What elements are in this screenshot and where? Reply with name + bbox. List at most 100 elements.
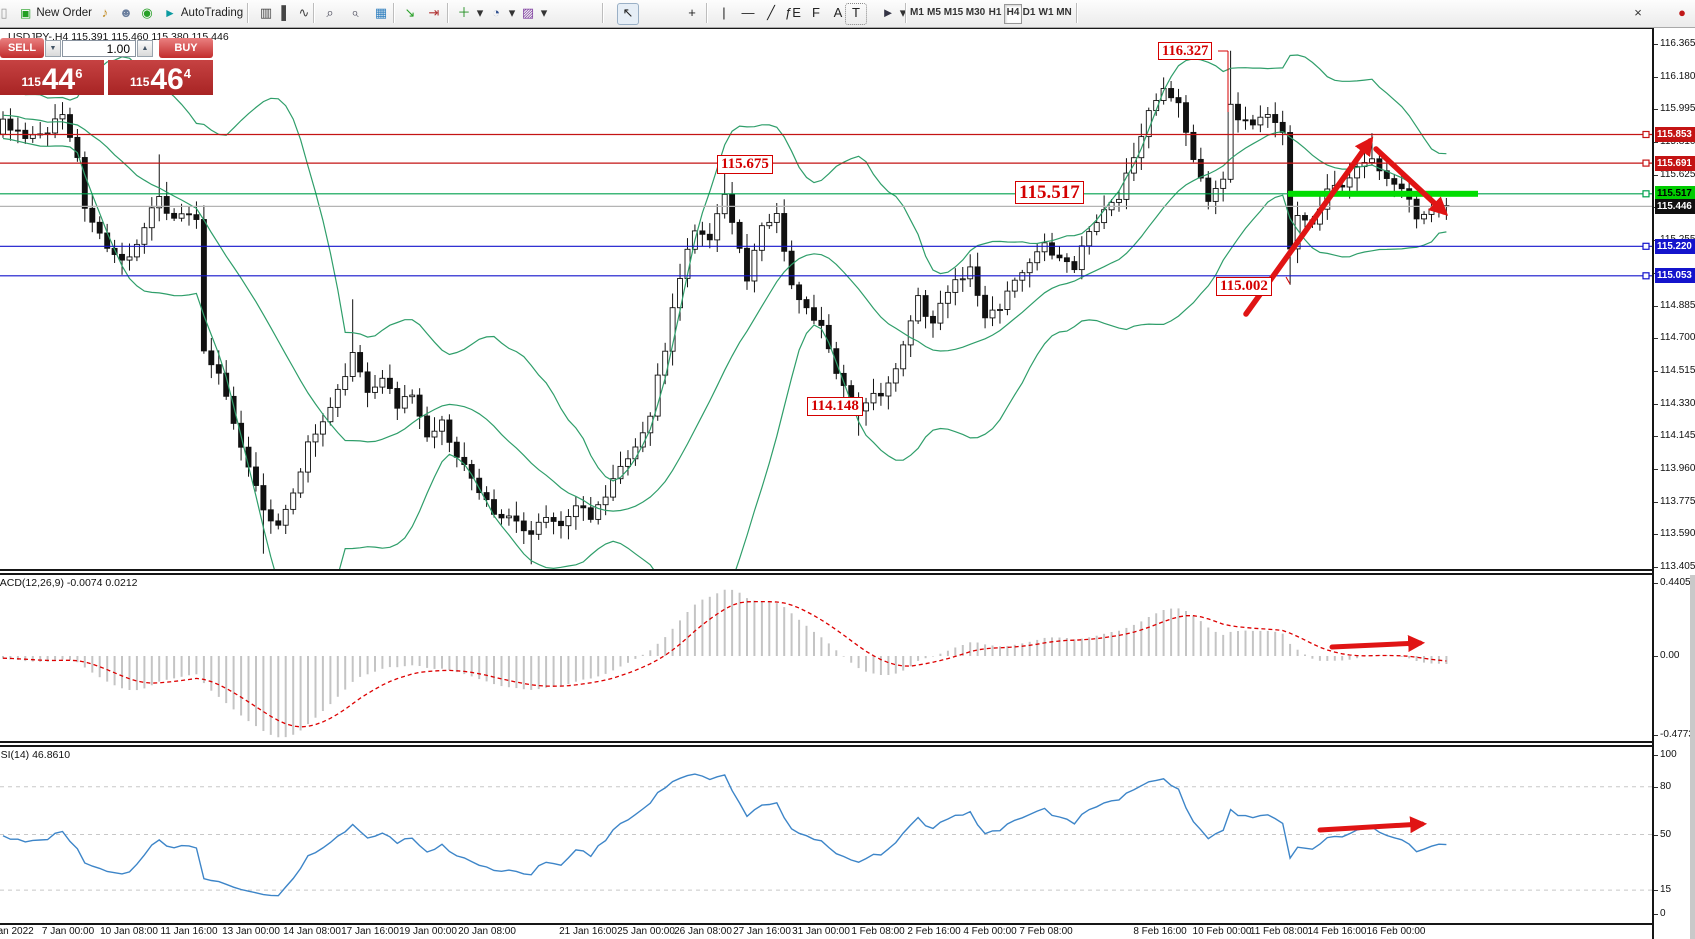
clipped-icon[interactable]: ▯ [0,5,8,20]
time-label: 14 Feb 16:00 [1307,926,1367,937]
zoom-in-icon[interactable]: ⌕ [326,5,334,20]
price-callout[interactable]: 114.148 [807,397,863,416]
arrows-tool-icon[interactable]: ► [881,5,895,20]
text-icon[interactable]: A [833,5,843,20]
autotrading-button[interactable]: ► AutoTrading [158,2,249,24]
sell-price-box[interactable]: 115 44 6 [0,60,104,95]
macd-splitter[interactable] [0,569,1695,575]
rsi-tick: 50 [1660,828,1672,840]
time-label: 19 Jan 00:00 [399,926,457,937]
time-label: 11 Jan 16:00 [160,926,218,937]
volume-up-stepper[interactable]: ▲ [137,40,153,57]
buy-button[interactable]: BUY [159,38,213,58]
vertical-line-icon[interactable]: | [722,5,726,20]
rsi-tick: 0 [1660,908,1666,919]
profile-icon[interactable]: ☻ [119,5,133,20]
new-order-button-label: New Order [36,7,92,19]
sell-price-sup: 6 [75,66,83,81]
price-badge: 115.853 [1655,126,1695,142]
price-callout[interactable]: 115.517 [1015,181,1084,205]
buy-price-big: 46 [150,63,184,96]
chart-shift-icon[interactable]: ⇥ [428,5,440,20]
rsi-splitter[interactable] [0,741,1695,747]
fibonacci-channel-icon[interactable]: F [812,5,820,20]
price-tick: 114.145 [1660,430,1695,442]
toolbar-separator [905,3,906,23]
tile-windows-icon[interactable]: ▦ [374,5,388,20]
macd-arrow[interactable] [1329,635,1426,653]
time-label: 26 Jan 08:00 [674,926,732,937]
time-label: 21 Jan 16:00 [559,926,617,937]
timeframe-mn[interactable]: MN [1056,7,1072,18]
price-tick: 114.700 [1660,332,1695,344]
trendline-icon[interactable]: ╱ [767,5,775,20]
bollinger-bands[interactable] [2,54,1447,622]
timeframe-m5[interactable]: M5 [927,7,941,18]
text-label-icon[interactable]: T [845,3,867,25]
corner-icon[interactable]: ● [1678,5,1686,20]
price-badge: 115.220 [1655,238,1695,254]
timeframe-d1[interactable]: D1 [1022,7,1036,18]
candles-layer[interactable] [0,50,1450,565]
buy-price-box[interactable]: 115 46 4 [108,60,213,95]
cursor-icon[interactable]: ↖ [617,3,639,25]
price-axis[interactable]: 116.365116.180115.995115.810115.625115.4… [1652,27,1695,939]
timeframe-m15[interactable]: M15 [943,7,964,18]
toolbar-separator [247,3,248,23]
time-label: 10 Jan 08:00 [100,926,158,937]
rsi-tick-dash [1654,834,1658,836]
timeframe-w1[interactable]: W1 [1038,7,1054,18]
crosshair-icon[interactable]: + [688,5,696,20]
indicators-caret-icon[interactable]: ▾ [476,5,484,20]
price-tick-dash [1654,44,1658,45]
buy-price-prefix: 115 [130,75,150,89]
new-order-icon: ▣ [20,6,32,20]
templates-icon[interactable]: ▨ [521,5,535,20]
horizontal-line-icon[interactable]: — [741,5,755,20]
price-callout[interactable]: 116.327 [1158,42,1213,61]
timeframe-h4[interactable]: H4 [1004,4,1022,24]
indicators-icon[interactable]: ＋ [457,5,471,20]
close-chart-icon[interactable]: × [1634,5,1642,20]
zoom-out-icon[interactable]: ⌕ [351,5,359,20]
time-axis-border [0,923,1695,925]
periods-caret-icon[interactable]: ▾ [508,5,516,20]
timeframe-m1[interactable]: M1 [910,7,924,18]
support-highlight[interactable] [1288,190,1478,197]
rsi-tick-dash [1654,890,1658,892]
new-order-button[interactable]: ▣ New Order [14,2,98,24]
sound-icon[interactable]: ♪ [101,5,109,20]
trend-arrow[interactable] [1373,146,1449,216]
callout-connector [1285,276,1291,285]
chart-candles-icon[interactable]: ▌ [281,5,291,20]
toolbar-separator [1076,3,1077,23]
price-badge: 115.517 [1655,186,1695,202]
signal-icon[interactable]: ◉ [141,5,153,20]
templates-caret-icon[interactable]: ▾ [540,5,548,20]
fibonacci-icon[interactable]: ƒE [785,5,801,20]
rsi-arrow[interactable] [1317,816,1428,834]
price-callout[interactable]: 115.675 [717,155,773,174]
volume-down-stepper[interactable]: ▼ [45,40,61,57]
periods-icon[interactable]: ◔ [492,5,500,20]
price-tick-dash [1654,109,1658,111]
rsi-tick: 15 [1660,884,1672,896]
chart-line-icon[interactable]: ∿ [298,5,310,20]
time-label: 13 Jan 00:00 [222,926,280,937]
auto-scroll-icon[interactable]: ↘ [404,5,416,20]
volume-input[interactable] [62,40,136,57]
chart-bars-icon[interactable]: ▥ [259,5,273,20]
arrows-caret-icon[interactable]: ▾ [899,5,907,20]
sell-button[interactable]: SELL [0,38,44,58]
rsi-tick: 100 [1660,749,1677,760]
price-callout[interactable]: 115.002 [1216,277,1272,296]
rsi-panel[interactable] [0,773,1652,897]
macd-panel[interactable] [2,589,1448,738]
horizontal-levels[interactable] [0,130,1652,280]
timeframe-h1[interactable]: H1 [988,7,1002,18]
timeframe-m30[interactable]: M30 [965,7,986,18]
